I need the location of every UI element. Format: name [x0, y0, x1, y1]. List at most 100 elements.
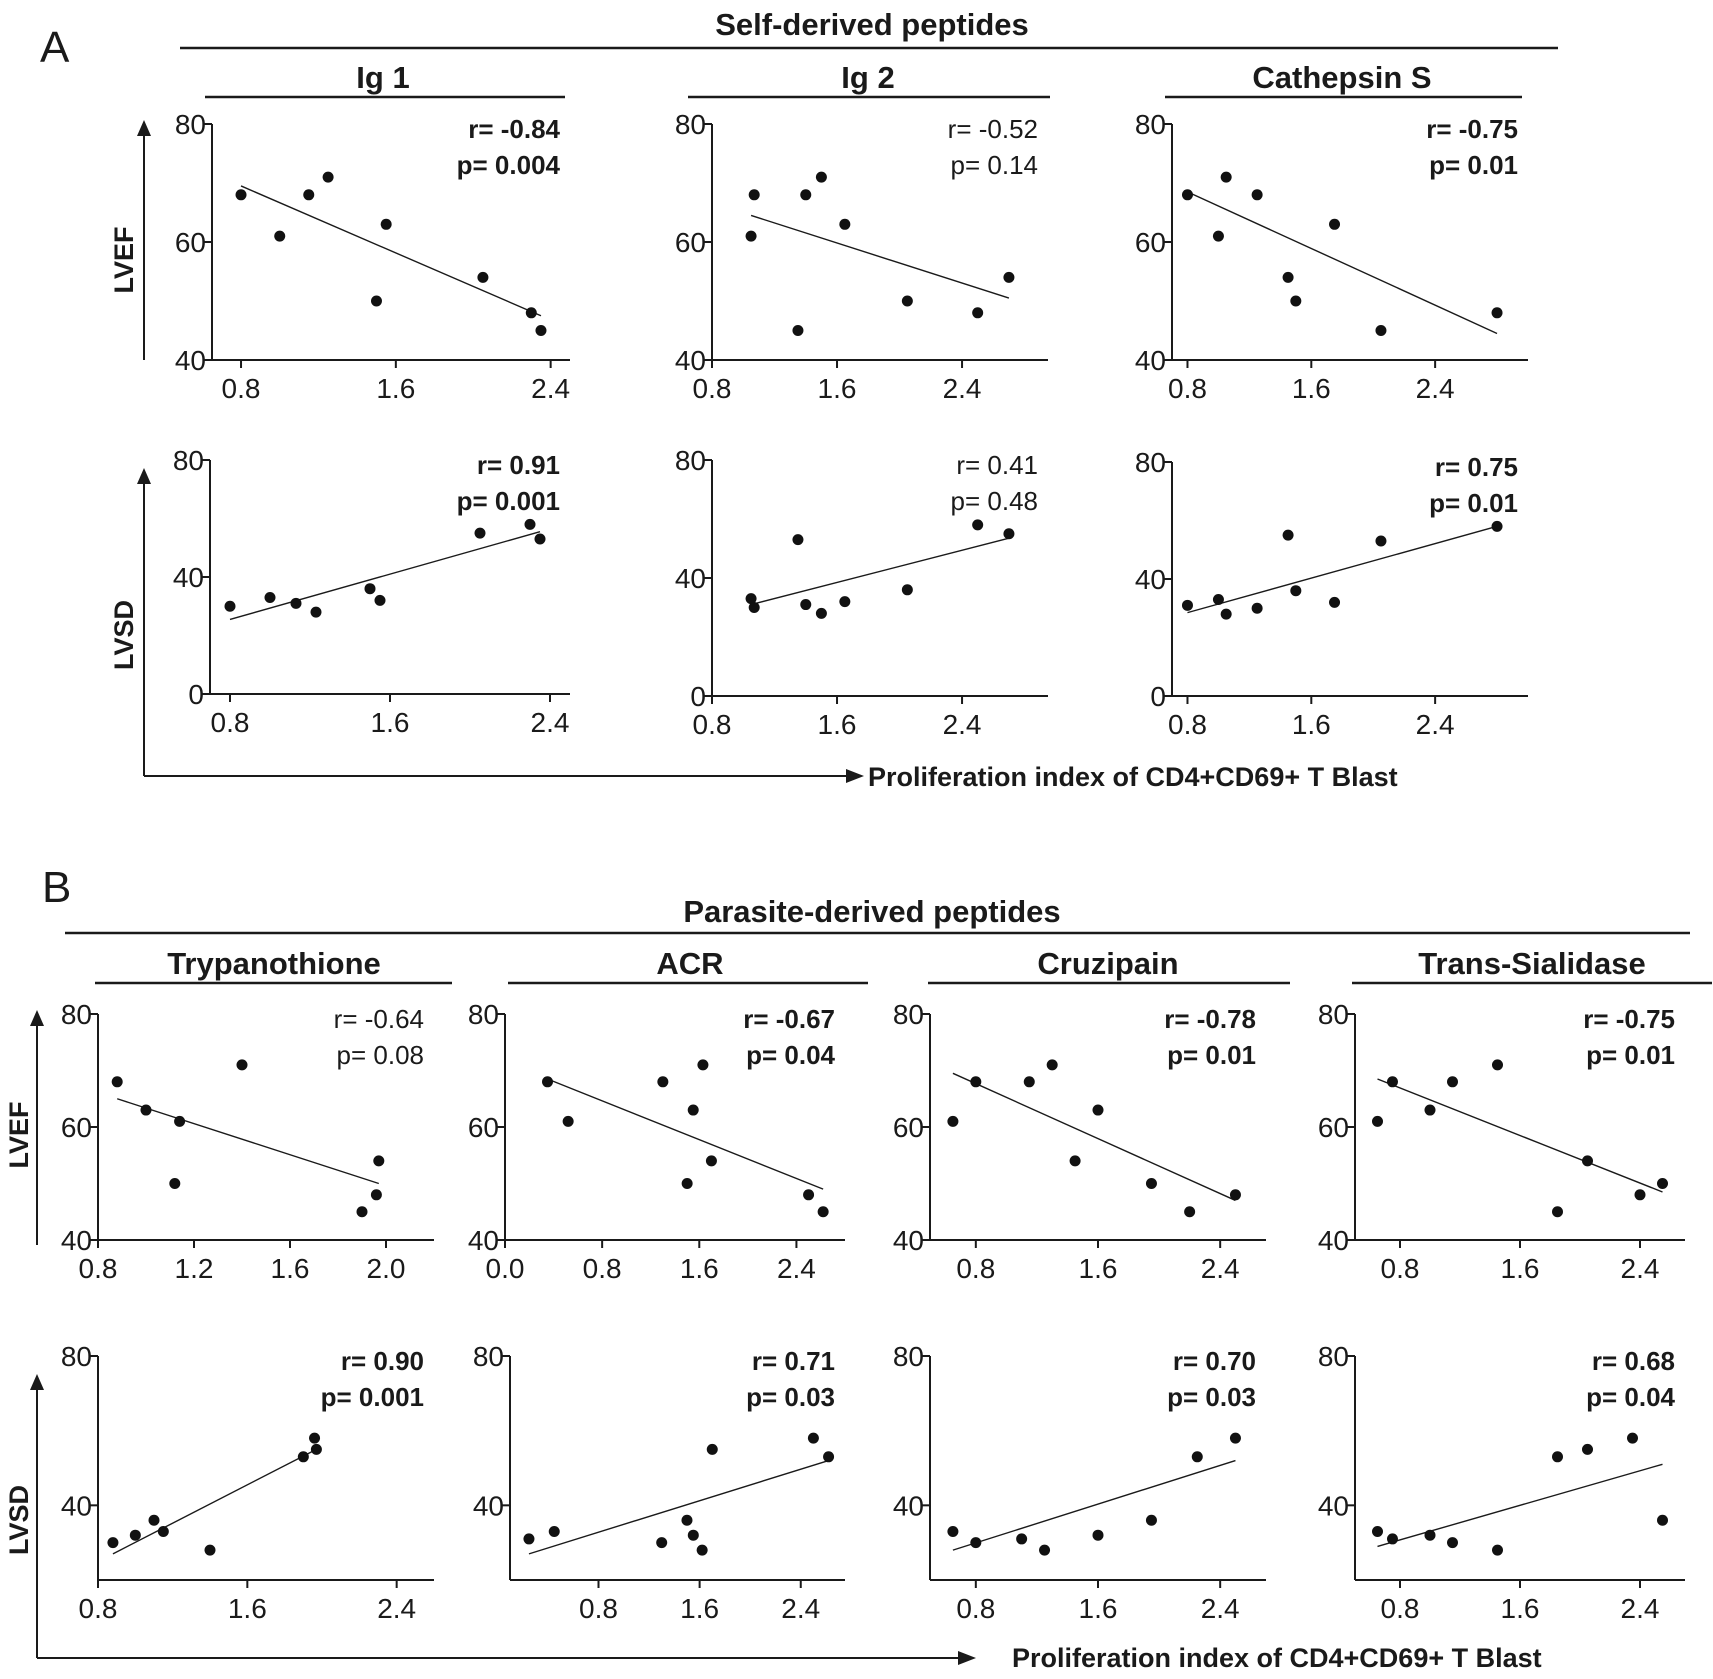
a-ig2-lvsd-panel: 0 40 80 0.8 1.6 2.4 r= 0.41 p= 0.48	[675, 445, 1048, 740]
a-ig2-lvef-point	[839, 218, 851, 230]
a-cat-lvsd-point	[1282, 529, 1294, 541]
b-acr-lvef-point	[705, 1155, 717, 1167]
a-ig1-lvef-point	[235, 189, 247, 201]
b-acr-lvsd-regression-line	[528, 1459, 829, 1555]
a-ig2-lvef-y-tick-label: 40	[675, 345, 706, 376]
b-acr-lvef-stat-p: p= 0.04	[746, 1040, 835, 1070]
b-lvef-arrowhead	[30, 1010, 44, 1026]
b-try-lvef-y-tick-label: 40	[61, 1225, 92, 1256]
b-cruz-lvef-title: Cruzipain	[1037, 946, 1178, 981]
b-try-lvsd-x-tick-label: 2.4	[377, 1593, 416, 1624]
b-acr-lvsd-point	[823, 1451, 835, 1463]
b-cruz-lvef-panel: Cruzipain 40 60 80 0.8 1.6 2.4 r= -0.78 p= 0.01	[893, 946, 1290, 1284]
b-acr-lvef-point	[817, 1206, 829, 1218]
b-cruz-lvef-x-tick-label: 0.8	[956, 1253, 995, 1284]
b-cruz-lvsd-y-tick-label: 80	[893, 1341, 924, 1372]
b-ts-lvef-y-tick-label: 40	[1318, 1225, 1349, 1256]
b-cruz-lvef-point	[1092, 1104, 1104, 1116]
a-cat-lvsd-point	[1375, 535, 1387, 547]
b-try-lvsd-x-tick-label: 1.6	[228, 1593, 267, 1624]
b-ts-lvsd-x-tick-label: 2.4	[1621, 1593, 1660, 1624]
b-try-lvsd-panel: 40 80 0.8 1.6 2.4 r= 0.90 p= 0.001	[61, 1341, 434, 1624]
a-ig2-lvsd-stat-r: r= 0.41	[956, 450, 1038, 480]
b-cruz-lvsd-point	[1229, 1432, 1241, 1444]
a-ig2-lvef-point	[901, 295, 913, 307]
b-acr-lvsd-panel: 40 80 0.8 1.6 2.4 r= 0.71 p= 0.03	[473, 1341, 845, 1624]
b-acr-lvsd-y-tick-label: 80	[473, 1341, 504, 1372]
a-ig2-lvsd-point	[792, 534, 804, 546]
b-x-label: Proliferation index of CD4+CD69+ T Blast	[1012, 1643, 1542, 1673]
a-cat-lvef-y-tick-label: 40	[1135, 345, 1166, 376]
a-cat-lvsd-y-tick-label: 80	[1135, 447, 1166, 478]
a-ig2-lvef-y-tick-label: 80	[675, 109, 706, 140]
b-cruz-lvsd-point	[947, 1525, 959, 1537]
b-acr-lvef-point	[687, 1104, 699, 1116]
a-ig2-lvsd-regression-line	[750, 537, 1010, 606]
a-ig2-lvsd-x-tick-label: 1.6	[818, 709, 857, 740]
b-cruz-lvsd-x-tick-label: 2.4	[1201, 1593, 1240, 1624]
a-ig2-lvef-point	[972, 307, 984, 319]
a-ig1-lvef-point	[370, 295, 382, 307]
b-cruz-lvef-regression-line	[952, 1072, 1236, 1202]
b-try-lvsd-stat-r: r= 0.90	[341, 1346, 424, 1376]
a-ig2-lvsd-y-tick-label: 40	[675, 563, 706, 594]
b-try-lvef-x-tick-label: 1.6	[271, 1253, 310, 1284]
b-ts-lvef-panel: Trans-Sialidase 40 60 80 0.8 1.6 2.4 r= -0.75 p=…	[1318, 946, 1712, 1284]
a-ig1-lvef-point	[535, 325, 547, 336]
b-acr-lvef-x-tick-label: 0.0	[486, 1253, 525, 1284]
a-ig1-lvsd-x-tick-label: 2.4	[531, 707, 570, 738]
a-ig2-lvef-x-tick-label: 1.6	[818, 373, 857, 404]
b-ts-lvef-point	[1372, 1115, 1383, 1127]
b-cruz-lvsd-stat-r: r= 0.70	[1173, 1346, 1256, 1376]
section-a-title: Self-derived peptides	[715, 7, 1029, 42]
a-cat-lvsd-point	[1251, 602, 1263, 614]
b-acr-lvef-x-tick-label: 0.8	[583, 1253, 622, 1284]
b-try-lvef-point	[174, 1115, 186, 1127]
a-ig2-lvsd-y-tick-label: 80	[675, 445, 706, 476]
a-ig1-lvef-x-tick-label: 1.6	[376, 373, 415, 404]
a-ig2-lvef-x-tick-label: 2.4	[943, 373, 982, 404]
section-b-title: Parasite-derived peptides	[683, 894, 1060, 929]
b-try-lvef-title: Trypanothione	[167, 946, 381, 981]
a-ig2-lvsd-point	[748, 602, 760, 613]
b-cruz-lvsd-x-tick-label: 0.8	[956, 1593, 995, 1624]
b-acr-lvef-stat-r: r= -0.67	[743, 1004, 835, 1034]
b-ts-lvsd-point	[1582, 1443, 1593, 1455]
a-ig1-lvsd-stat-p: p= 0.001	[457, 486, 560, 516]
b-ts-lvsd-x-tick-label: 1.6	[1501, 1593, 1540, 1624]
panel-b-letter: B	[42, 863, 71, 912]
b-acr-lvef-point	[803, 1189, 815, 1201]
a-ig1-lvef-point	[525, 307, 537, 319]
b-try-lvef-regression-line	[116, 1098, 380, 1185]
b-cruz-lvsd-panel: 40 80 0.8 1.6 2.4 r= 0.70 p= 0.03	[893, 1341, 1266, 1624]
b-try-lvsd-stat-p: p= 0.001	[321, 1382, 424, 1412]
a-cat-lvsd-regression-line	[1187, 525, 1498, 614]
b-ts-lvsd-stat-p: p= 0.04	[1586, 1382, 1675, 1412]
a-ig2-lvsd-point	[800, 599, 812, 611]
a-cat-lvsd-point	[1329, 596, 1341, 608]
a-ig1-lvsd-point	[474, 527, 486, 539]
a-cat-lvef-point	[1282, 271, 1294, 283]
b-acr-lvsd-x-tick-label: 1.6	[680, 1593, 719, 1624]
a-ig1-lvsd-point	[290, 597, 302, 609]
a-ig2-lvef-point	[815, 171, 827, 183]
a-cat-lvef-point	[1329, 218, 1341, 230]
b-ts-lvef-title: Trans-Sialidase	[1418, 946, 1645, 981]
a-ig1-lvef-point	[380, 218, 392, 230]
b-cruz-lvef-point	[1069, 1155, 1081, 1167]
a-ig1-lvsd-point	[374, 594, 386, 606]
a-ig1-lvef-y-tick-label: 40	[175, 345, 206, 376]
b-try-lvsd-point	[148, 1514, 160, 1526]
b-acr-lvef-x-tick-label: 1.6	[680, 1253, 719, 1284]
b-ts-lvsd-y-tick-label: 80	[1318, 1341, 1349, 1372]
b-ts-lvef-stat-r: r= -0.75	[1583, 1004, 1675, 1034]
b-ts-lvef-point	[1657, 1178, 1668, 1189]
a-lvsd-arrowhead	[137, 468, 151, 484]
b-try-lvef-point	[169, 1178, 181, 1189]
a-cat-lvsd-x-tick-label: 0.8	[1168, 709, 1207, 740]
a-cat-lvef-point	[1491, 307, 1503, 319]
b-cruz-lvsd-point	[1145, 1514, 1157, 1526]
a-ig2-lvsd-y-tick-label: 0	[690, 681, 706, 712]
a-ig2-lvsd-point	[839, 596, 851, 608]
